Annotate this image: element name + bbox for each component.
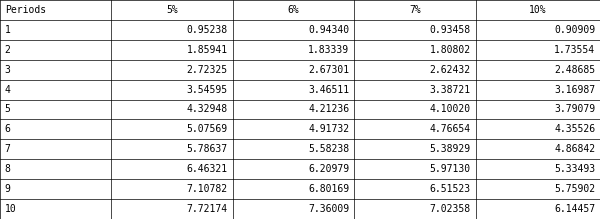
Text: 6%: 6% bbox=[287, 5, 299, 15]
Text: 3.79079: 3.79079 bbox=[554, 104, 595, 115]
Text: Periods: Periods bbox=[5, 5, 46, 15]
Text: 7: 7 bbox=[5, 144, 11, 154]
Text: 5: 5 bbox=[5, 104, 11, 115]
Text: 2.67301: 2.67301 bbox=[308, 65, 349, 75]
Text: 3.46511: 3.46511 bbox=[308, 85, 349, 95]
Text: 2.48685: 2.48685 bbox=[554, 65, 595, 75]
Text: 10: 10 bbox=[5, 204, 17, 214]
Text: 7.10782: 7.10782 bbox=[187, 184, 228, 194]
Text: 1: 1 bbox=[5, 25, 11, 35]
Text: 7.02358: 7.02358 bbox=[430, 204, 471, 214]
Text: 6.20979: 6.20979 bbox=[308, 164, 349, 174]
Text: 5.78637: 5.78637 bbox=[187, 144, 228, 154]
Text: 1.83339: 1.83339 bbox=[308, 45, 349, 55]
Text: 4.10020: 4.10020 bbox=[430, 104, 471, 115]
Text: 6.80169: 6.80169 bbox=[308, 184, 349, 194]
Text: 5.97130: 5.97130 bbox=[430, 164, 471, 174]
Text: 2.62432: 2.62432 bbox=[430, 65, 471, 75]
Text: 1.73554: 1.73554 bbox=[554, 45, 595, 55]
Text: 3.16987: 3.16987 bbox=[554, 85, 595, 95]
Text: 6.46321: 6.46321 bbox=[187, 164, 228, 174]
Text: 5.75902: 5.75902 bbox=[554, 184, 595, 194]
Text: 5.38929: 5.38929 bbox=[430, 144, 471, 154]
Text: 0.94340: 0.94340 bbox=[308, 25, 349, 35]
Text: 7%: 7% bbox=[409, 5, 421, 15]
Text: 0.93458: 0.93458 bbox=[430, 25, 471, 35]
Text: 8: 8 bbox=[5, 164, 11, 174]
Text: 0.90909: 0.90909 bbox=[554, 25, 595, 35]
Text: 7.36009: 7.36009 bbox=[308, 204, 349, 214]
Text: 6: 6 bbox=[5, 124, 11, 134]
Text: 3.54595: 3.54595 bbox=[187, 85, 228, 95]
Text: 5.58238: 5.58238 bbox=[308, 144, 349, 154]
Text: 4.86842: 4.86842 bbox=[554, 144, 595, 154]
Text: 4.76654: 4.76654 bbox=[430, 124, 471, 134]
Text: 5.07569: 5.07569 bbox=[187, 124, 228, 134]
Text: 5.33493: 5.33493 bbox=[554, 164, 595, 174]
Text: 4.91732: 4.91732 bbox=[308, 124, 349, 134]
Text: 1.80802: 1.80802 bbox=[430, 45, 471, 55]
Text: 4.32948: 4.32948 bbox=[187, 104, 228, 115]
Text: 5%: 5% bbox=[166, 5, 178, 15]
Text: 4.35526: 4.35526 bbox=[554, 124, 595, 134]
Text: 7.72174: 7.72174 bbox=[187, 204, 228, 214]
Text: 6.51523: 6.51523 bbox=[430, 184, 471, 194]
Text: 4.21236: 4.21236 bbox=[308, 104, 349, 115]
Text: 2: 2 bbox=[5, 45, 11, 55]
Text: 2.72325: 2.72325 bbox=[187, 65, 228, 75]
Text: 0.95238: 0.95238 bbox=[187, 25, 228, 35]
Text: 6.14457: 6.14457 bbox=[554, 204, 595, 214]
Text: 1.85941: 1.85941 bbox=[187, 45, 228, 55]
Text: 4: 4 bbox=[5, 85, 11, 95]
Text: 3.38721: 3.38721 bbox=[430, 85, 471, 95]
Text: 10%: 10% bbox=[529, 5, 547, 15]
Text: 9: 9 bbox=[5, 184, 11, 194]
Text: 3: 3 bbox=[5, 65, 11, 75]
